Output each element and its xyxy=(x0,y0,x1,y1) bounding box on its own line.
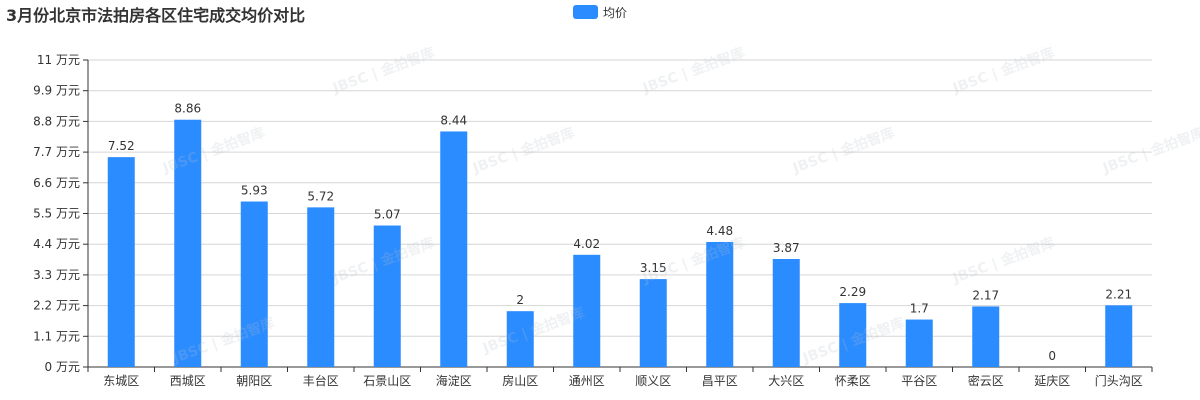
x-tick-label: 大兴区 xyxy=(768,374,804,388)
bar xyxy=(307,207,335,367)
data-label: 8.86 xyxy=(174,102,201,116)
legend-swatch xyxy=(573,5,598,19)
y-tick-label: 4.4 万元 xyxy=(33,237,80,251)
x-tick-label: 顺义区 xyxy=(635,374,671,388)
bar xyxy=(905,319,933,367)
bar xyxy=(1105,305,1133,367)
bar xyxy=(240,201,268,367)
x-tick-label: 石景山区 xyxy=(363,374,411,388)
bar xyxy=(506,311,534,367)
data-label: 1.7 xyxy=(910,302,929,316)
x-tick-label: 朝阳区 xyxy=(236,374,272,388)
x-tick-label: 怀柔区 xyxy=(835,374,871,388)
legend[interactable]: 均价 xyxy=(573,4,627,20)
data-label: 8.44 xyxy=(440,113,467,127)
x-tick-label: 西城区 xyxy=(170,374,206,388)
bar xyxy=(972,306,1000,367)
x-tick-label: 海淀区 xyxy=(436,373,472,388)
bar xyxy=(573,254,601,367)
y-tick-label: 6.6 万元 xyxy=(33,176,80,190)
data-label: 3.15 xyxy=(640,261,667,275)
y-tick-label: 5.5 万元 xyxy=(33,207,80,221)
chart-title: 3月份北京市法拍房各区住宅成交均价对比 xyxy=(6,6,306,25)
y-tick-label: 0 万元 xyxy=(45,360,80,374)
bar xyxy=(706,241,734,367)
bar xyxy=(174,119,202,367)
data-label: 2.17 xyxy=(972,288,999,302)
data-label: 2.21 xyxy=(1105,287,1132,301)
data-label: 5.72 xyxy=(307,189,334,203)
y-tick-label: 9.9 万元 xyxy=(33,84,80,98)
data-label: 3.87 xyxy=(773,241,800,255)
y-tick-label: 8.8 万元 xyxy=(33,114,80,128)
data-label: 5.93 xyxy=(241,183,268,197)
bar xyxy=(839,303,867,367)
x-tick-label: 昌平区 xyxy=(702,374,738,388)
data-label: 2 xyxy=(516,293,524,307)
y-tick-label: 11 万元 xyxy=(37,53,80,67)
data-label: 7.52 xyxy=(108,139,135,153)
x-tick-label: 延庆区 xyxy=(1034,374,1070,388)
data-label: 4.02 xyxy=(573,237,600,251)
x-tick-label: 门头沟区 xyxy=(1095,373,1143,388)
bar xyxy=(440,131,468,367)
y-tick-label: 3.3 万元 xyxy=(33,268,80,282)
legend-label: 均价 xyxy=(603,5,628,20)
bar xyxy=(107,157,135,367)
x-tick-label: 房山区 xyxy=(502,373,538,388)
x-tick-label: 东城区 xyxy=(103,374,139,388)
data-label: 0 xyxy=(1048,349,1056,363)
bar xyxy=(772,258,800,367)
data-label: 4.48 xyxy=(706,224,733,238)
bar xyxy=(373,225,401,367)
x-tick-label: 丰台区 xyxy=(303,373,339,388)
y-tick-label: 7.7 万元 xyxy=(33,145,80,159)
x-tick-label: 平谷区 xyxy=(901,374,937,388)
bar xyxy=(639,279,667,367)
x-tick-label: 通州区 xyxy=(569,374,605,388)
data-label: 2.29 xyxy=(839,285,866,299)
data-label: 5.07 xyxy=(374,208,401,222)
y-tick-label: 1.1 万元 xyxy=(33,329,80,343)
y-tick-label: 2.2 万元 xyxy=(33,299,80,313)
x-tick-label: 密云区 xyxy=(968,373,1004,388)
